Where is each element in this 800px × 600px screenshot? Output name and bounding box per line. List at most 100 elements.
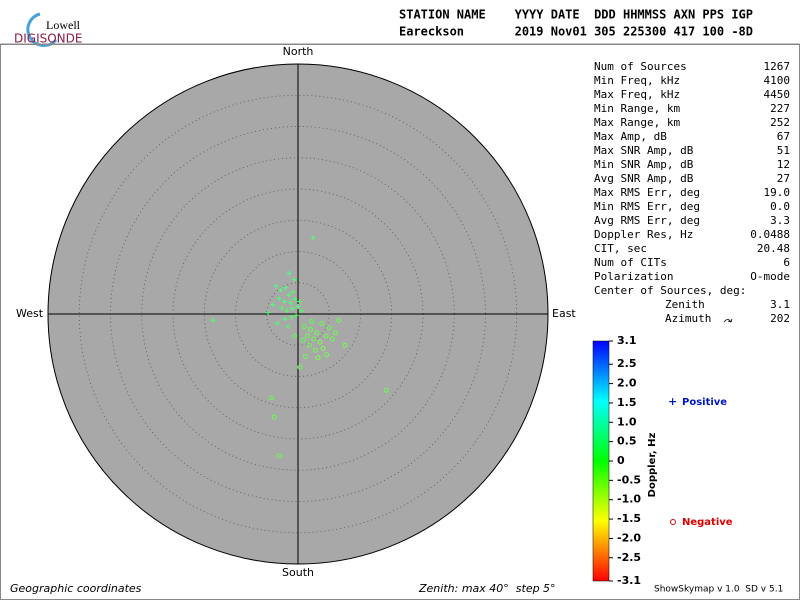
source-negative [319, 320, 325, 326]
stat-value: 227 [770, 102, 790, 115]
center-title: Center of Sources, deg: [594, 284, 746, 297]
stat-label: Num of Sources [594, 60, 687, 73]
colorbar-tick-label: -1.0 [617, 493, 641, 506]
stat-label: Min SNR Amp, dB [594, 158, 694, 171]
stat-value: 4100 [764, 74, 791, 87]
source-negative [383, 387, 389, 393]
center-value: 3.1 [770, 298, 790, 311]
source-negative [308, 327, 313, 333]
center-value: 202 [770, 312, 790, 325]
colorbar-tick-label: 0 [617, 454, 625, 467]
stat-label: Num of CITs [594, 256, 667, 269]
source-negative [301, 324, 307, 329]
stat-value: 252 [770, 116, 790, 129]
stat-label: Max Freq, kHz [594, 88, 680, 101]
stat-label: Min Range, km [594, 102, 680, 115]
source-negative [317, 339, 323, 345]
source-positive [286, 270, 292, 276]
logo-bottom: DIGISONDE [14, 32, 82, 46]
source-positive [282, 316, 288, 322]
stat-value: 1267 [764, 60, 791, 73]
stat-value: 27 [777, 172, 790, 185]
source-positive [270, 302, 276, 308]
stat-value: 51 [777, 144, 790, 157]
logo-top: Lowell [46, 18, 81, 32]
legend-negative-symbol [670, 519, 676, 525]
stat-label: Min RMS Err, deg [594, 200, 700, 213]
north-label: North [283, 45, 314, 58]
source-positive [289, 314, 295, 320]
colorbar-label: Doppler, Hz [647, 433, 658, 498]
source-negative [297, 364, 303, 370]
source-positive [293, 312, 299, 318]
source-negative [329, 336, 335, 342]
source-positive [292, 296, 298, 302]
source-negative [336, 317, 342, 323]
stat-value: 0.0488 [750, 228, 790, 241]
stat-label: Max SNR Amp, dB [594, 144, 694, 157]
source-positive [288, 300, 293, 306]
source-negative [304, 333, 310, 339]
source-negative [276, 453, 282, 459]
south-label: South [282, 566, 314, 579]
colorbar-tick-label: 0.5 [617, 435, 637, 448]
source-negative [326, 325, 332, 331]
source-negative [320, 345, 326, 351]
footer-center: Zenith: max 40° step 5° [418, 582, 556, 595]
colorbar-tick-label: 2.0 [617, 377, 637, 390]
source-positive [284, 308, 290, 314]
source-positive [281, 299, 287, 304]
azimuth-arrow [723, 318, 733, 323]
source-negative [324, 352, 330, 358]
stat-value: 19.0 [764, 186, 791, 199]
source-negative [323, 333, 329, 339]
stat-value: 0.0 [770, 200, 790, 213]
stat-label: Max Range, km [594, 116, 680, 129]
source-positive [285, 324, 291, 329]
source-positive [279, 305, 285, 311]
stat-value: 12 [777, 158, 790, 171]
east-label: East [552, 307, 576, 320]
source-negative [315, 355, 321, 361]
source-positive [286, 292, 292, 298]
source-positive [273, 283, 279, 289]
colorbar-tick-label: -2.0 [617, 531, 641, 544]
source-positive [274, 320, 280, 326]
source-negative [292, 333, 298, 339]
colorbar [592, 340, 610, 582]
source-positive [291, 277, 297, 283]
source-negative [271, 414, 277, 420]
colorbar-tick-label: -3.1 [617, 574, 641, 587]
source-positive [265, 310, 271, 316]
stat-label: Doppler Res, Hz [594, 228, 693, 241]
source-negative [311, 336, 317, 342]
source-positive [297, 299, 303, 304]
source-positive [299, 308, 305, 314]
header-values: Eareckson 2019 Nov01 305 225300 417 100 … [399, 25, 753, 39]
source-positive [210, 317, 216, 323]
stat-value: 4450 [764, 88, 791, 101]
source-negative [309, 319, 315, 324]
stat-label: Max Amp, dB [594, 130, 667, 143]
legend-positive: Positive [682, 397, 727, 408]
stat-label: Polarization [594, 270, 673, 283]
source-negative [314, 330, 320, 336]
header-columns: STATION NAME YYYY DATE DDD HHMMSS AXN PP… [399, 8, 753, 22]
source-positive [276, 295, 282, 301]
source-positive [278, 287, 283, 293]
source-negative [342, 342, 348, 348]
legend-positive-symbol: + [668, 395, 677, 408]
stat-value: 67 [777, 130, 790, 143]
colorbar-tick-label: 1.0 [617, 415, 637, 428]
source-positive [310, 235, 316, 241]
source-negative [300, 337, 306, 343]
source-positive [289, 305, 295, 311]
stat-label: Avg RMS Err, deg [594, 214, 700, 227]
center-label: Zenith [665, 298, 705, 311]
colorbar-tick-label: 3.1 [617, 334, 637, 347]
colorbar-tick-label: 1.5 [617, 396, 637, 409]
source-negative [269, 395, 275, 401]
footer-left: Geographic coordinates [10, 582, 142, 595]
stat-value: 20.48 [757, 242, 790, 255]
